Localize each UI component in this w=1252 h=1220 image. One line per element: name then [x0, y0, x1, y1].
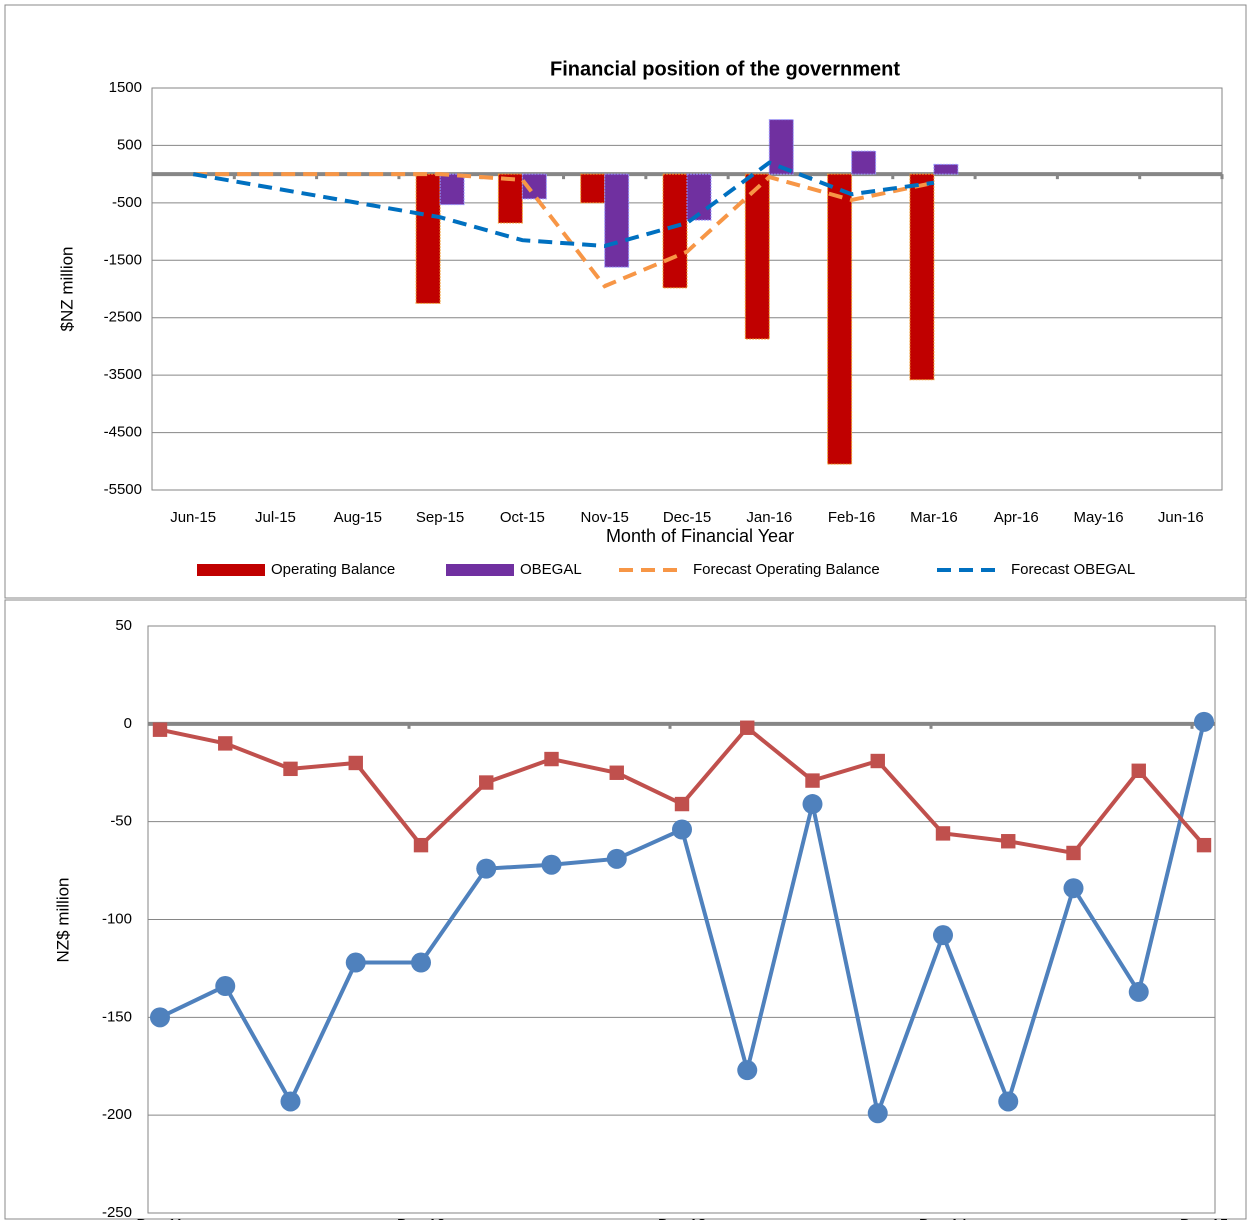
- y-tick-label: -150: [102, 1008, 132, 1025]
- y-tick-label: 1500: [109, 79, 142, 96]
- x-tick-label: Dec-15: [1180, 1216, 1228, 1220]
- point: [1194, 711, 1214, 732]
- frame-bottom: [4, 599, 1247, 1220]
- bar: [851, 150, 877, 175]
- x-axis-title: Month of Financial Year: [606, 526, 794, 546]
- point: [411, 952, 431, 973]
- point: [933, 925, 953, 946]
- bar: [768, 119, 794, 175]
- y-tick-label: 500: [117, 136, 142, 153]
- point: [674, 796, 690, 812]
- point: [1196, 837, 1212, 853]
- point: [672, 819, 692, 840]
- legend-label: Operating Balance: [271, 561, 395, 578]
- point: [413, 837, 429, 853]
- point: [280, 1091, 301, 1112]
- y-tick-label: 50: [115, 617, 132, 634]
- series-line: [159, 721, 1206, 1121]
- y-tick-label: -4500: [104, 424, 142, 441]
- bar: [909, 173, 935, 381]
- x-tick-label: Jan-16: [746, 509, 792, 526]
- y-axis-title: $NZ million: [57, 246, 76, 331]
- point: [867, 1103, 888, 1124]
- legend-swatch: [197, 564, 265, 576]
- y-tick-label: -3500: [104, 366, 142, 383]
- bar: [497, 173, 523, 224]
- point: [1063, 878, 1084, 899]
- point: [150, 1007, 170, 1028]
- y-tick-label: -5500: [104, 481, 142, 498]
- x-tick-label: Jun-16: [1158, 509, 1204, 526]
- x-tick-label: Jun-15: [170, 509, 216, 526]
- chart-title: Financial position of the government: [550, 58, 900, 80]
- point: [476, 858, 497, 879]
- point: [870, 753, 885, 769]
- point: [1066, 845, 1081, 861]
- x-tick-label: Jul-15: [255, 509, 296, 526]
- y-tick-label: -2500: [104, 309, 142, 326]
- x-tick-label: May-16: [1074, 509, 1124, 526]
- legend-label: Forecast OBEGAL: [1011, 561, 1135, 578]
- y-axis-title: NZ$ million: [53, 877, 72, 962]
- x-tick-label: Dec-12: [397, 1216, 445, 1220]
- bar: [827, 173, 853, 465]
- point: [935, 826, 951, 841]
- y-tick-label: -1500: [104, 251, 142, 268]
- point: [541, 854, 562, 875]
- x-tick-label: Mar-16: [910, 509, 958, 526]
- bar: [744, 173, 770, 340]
- point: [215, 976, 236, 997]
- bar: [439, 173, 465, 206]
- y-tick-label: -200: [102, 1106, 132, 1123]
- point: [805, 773, 820, 788]
- point: [1131, 763, 1146, 778]
- x-tick-label: Dec-15: [663, 509, 711, 526]
- x-tick-label: Aug-15: [334, 509, 382, 526]
- x-tick-label: Dec-14: [919, 1216, 967, 1220]
- series-line: [193, 172, 935, 289]
- y-tick-label: 0: [124, 715, 132, 732]
- point: [737, 1060, 758, 1081]
- x-tick-label: Sep-15: [416, 509, 464, 526]
- bar: [604, 173, 630, 268]
- x-tick-label: Feb-16: [828, 509, 876, 526]
- point: [1128, 981, 1149, 1002]
- x-tick-label: Nov-15: [581, 509, 629, 526]
- point: [998, 1091, 1019, 1112]
- series-line: [192, 160, 935, 248]
- x-tick-label: Dec-11: [136, 1216, 183, 1220]
- y-tick-label: -250: [102, 1204, 132, 1220]
- point: [283, 761, 298, 777]
- point: [544, 751, 559, 767]
- legend-swatch: [446, 564, 514, 576]
- point: [152, 722, 168, 737]
- point: [1001, 834, 1016, 849]
- y-tick-label: -500: [112, 194, 142, 211]
- bar: [933, 163, 959, 175]
- point: [345, 952, 366, 973]
- point: [740, 720, 755, 735]
- point: [218, 736, 233, 751]
- x-tick-label: Dec-13: [658, 1216, 706, 1220]
- point: [606, 848, 627, 869]
- point: [348, 755, 363, 771]
- y-tick-label: -50: [110, 813, 132, 830]
- x-tick-label: Oct-15: [500, 509, 545, 526]
- plot-area: [151, 87, 1223, 491]
- legend-label: OBEGAL: [520, 561, 582, 578]
- point: [479, 775, 494, 790]
- point: [609, 765, 624, 780]
- x-tick-label: Apr-16: [994, 509, 1039, 526]
- frame-top: [4, 4, 1247, 599]
- bar: [662, 173, 688, 289]
- y-tick-label: -100: [102, 910, 132, 927]
- bar: [415, 173, 441, 304]
- point: [802, 794, 823, 815]
- bar: [580, 173, 606, 204]
- legend-label: Forecast Operating Balance: [693, 561, 880, 578]
